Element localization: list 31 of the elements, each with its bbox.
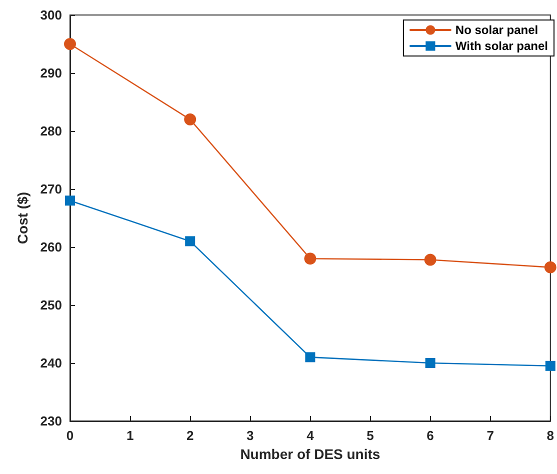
point	[544, 261, 556, 274]
y-tick-label: 270	[40, 182, 62, 196]
x-tick-label: 0	[66, 428, 74, 443]
point	[64, 38, 76, 50]
x-tick-label: 5	[366, 428, 374, 443]
legend-label: With solar panel	[455, 39, 548, 53]
x-tick-label: 1	[126, 428, 134, 443]
point	[425, 358, 436, 368]
y-tick-label: 250	[40, 298, 62, 312]
x-tick-label: 6	[426, 428, 434, 443]
point	[424, 254, 436, 266]
x-tick-label: 8	[546, 428, 554, 443]
point	[305, 352, 316, 362]
x-tick-label: 3	[246, 428, 254, 443]
x-tick-label: 7	[486, 428, 494, 443]
y-tick-label: 280	[40, 124, 62, 138]
y-tick-label: 230	[40, 414, 62, 428]
y-tick-label: 260	[40, 240, 62, 254]
legend-label: No solar panel	[455, 23, 538, 37]
point	[184, 113, 196, 126]
point	[65, 196, 75, 206]
point	[185, 236, 196, 246]
x-axis-title: Number of DES units	[240, 446, 380, 462]
y-axis-title: Cost ($)	[14, 192, 30, 244]
y-tick-label: 240	[40, 356, 62, 370]
x-tick-label: 2	[186, 428, 194, 443]
point	[545, 360, 556, 371]
point	[304, 252, 316, 265]
y-tick-label: 300	[40, 8, 62, 22]
x-tick-label: 4	[306, 428, 315, 443]
y-tick-label: 290	[40, 66, 62, 80]
